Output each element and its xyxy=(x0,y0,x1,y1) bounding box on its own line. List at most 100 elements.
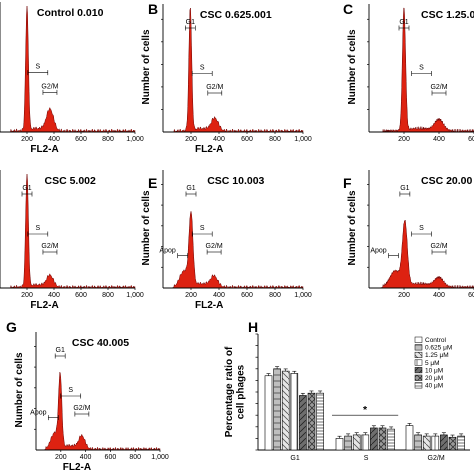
gate-label: G2/M xyxy=(41,243,58,250)
x-tick-label: 600 xyxy=(105,454,117,461)
gate-label: S xyxy=(419,225,424,232)
bar xyxy=(457,435,465,451)
gate-label: G1 xyxy=(186,19,195,26)
legend-label: 10 μM xyxy=(425,367,443,374)
category-label: G1 xyxy=(290,455,299,462)
gate-label: G1 xyxy=(399,19,408,26)
gate-label: G1 xyxy=(56,347,65,354)
x-tick-label: 800 xyxy=(269,292,281,299)
gate-label: S xyxy=(68,387,73,394)
bar xyxy=(431,435,440,451)
legend-swatch xyxy=(414,359,423,366)
gate-label: G2/M xyxy=(206,84,223,91)
histogram-panel: 200 400 600 800 1,000 CSC 10.003 FL2-A Number o… xyxy=(141,170,312,311)
panel-title: CSC 40.005 xyxy=(72,337,129,349)
panel-letter: E xyxy=(148,175,157,191)
gate-label: S xyxy=(200,225,205,232)
panel-title: CSC 0.625.001 xyxy=(200,9,272,21)
x-tick-label: 800 xyxy=(102,136,114,143)
x-tick-label: 200 xyxy=(185,292,197,299)
gate-label: G1 xyxy=(22,185,31,192)
histogram-area xyxy=(0,173,136,289)
y-axis-label-line: cell phages xyxy=(236,364,247,419)
y-axis-label: Percentage ratio ofcell phages xyxy=(224,346,247,437)
gate-label: S xyxy=(200,65,205,72)
panel-letter: B xyxy=(148,1,158,17)
histogram-area xyxy=(36,371,161,451)
x-tick-label: 400 xyxy=(48,292,60,299)
x-tick-label: 800 xyxy=(102,292,114,299)
legend-swatch xyxy=(414,382,423,389)
gate-label: G1 xyxy=(186,185,195,192)
histogram-area xyxy=(0,5,136,133)
x-axis-label: FL2-A xyxy=(30,300,58,311)
x-tick-label: 1,000 xyxy=(294,136,312,143)
bar xyxy=(299,395,307,451)
x-tick-label: 600 xyxy=(75,292,87,299)
y-axis-label-line: Percentage ratio of xyxy=(224,346,235,437)
legend-label: 1.25 μM xyxy=(425,352,449,359)
bar xyxy=(378,427,387,451)
gate-label: G2/M xyxy=(430,84,447,91)
x-tick-label: 400 xyxy=(433,136,445,143)
gate-label: S xyxy=(35,64,40,71)
bar xyxy=(273,368,281,451)
bar xyxy=(440,434,448,451)
x-tick-label: 400 xyxy=(80,454,92,461)
x-tick-label: 800 xyxy=(269,136,281,143)
category-label: S xyxy=(364,455,369,462)
gate-label: G2/M xyxy=(206,243,223,250)
x-tick-label: 200 xyxy=(185,136,197,143)
x-tick-label: 600 xyxy=(241,136,253,143)
x-tick-label: 600 xyxy=(75,136,87,143)
x-tick-label: 400 xyxy=(433,292,445,299)
x-tick-label: 400 xyxy=(213,292,225,299)
x-tick-label: 800 xyxy=(129,454,141,461)
x-tick-label: 600 xyxy=(468,136,474,143)
panel-title: CSC 10.003 xyxy=(207,175,264,187)
histogram-panel: 200 400 600 CSC 1.25.00 Number of cells C G1 S G… xyxy=(343,1,474,143)
bar xyxy=(422,435,431,451)
x-tick-label: 600 xyxy=(468,292,474,299)
panel-letter: G xyxy=(6,319,17,335)
panel-letter: F xyxy=(343,175,352,191)
gate-label: G2/M xyxy=(430,243,447,250)
histogram-area xyxy=(163,211,304,289)
legend-swatch xyxy=(414,344,423,351)
gate-label: Apop xyxy=(30,410,46,417)
x-axis-label: FL2-A xyxy=(195,300,223,311)
significance-star: * xyxy=(363,404,368,416)
bar xyxy=(361,434,370,451)
histogram-panel: 200 400 600 800 1,000 Control 0.010 FL2-A S G2/M xyxy=(0,2,144,155)
legend-swatch xyxy=(414,367,423,374)
x-axis-label: FL2-A xyxy=(63,462,91,473)
legend-swatch xyxy=(414,351,423,358)
x-tick-label: 1,000 xyxy=(294,292,312,299)
x-tick-label: 1,000 xyxy=(126,292,144,299)
gate-label: Apop xyxy=(370,248,386,255)
legend-swatch xyxy=(414,374,423,381)
bar xyxy=(307,392,316,451)
panel-title: CSC 20.00 xyxy=(421,175,473,187)
panel-letter: C xyxy=(343,1,353,17)
y-axis-label: Number of cells xyxy=(347,190,358,265)
histogram-area xyxy=(369,7,474,133)
x-tick-label: 600 xyxy=(241,292,253,299)
histogram-panel: 200 400 600 800 1,000 CSC 0.625.001 FL2-A Numbe… xyxy=(141,1,312,155)
panel-title: CSC 5.002 xyxy=(45,175,97,187)
panel-title: Control 0.010 xyxy=(37,7,104,19)
y-axis-label: Number of cells xyxy=(141,29,152,104)
bar xyxy=(264,375,273,451)
legend-label: 5 μM xyxy=(425,360,440,367)
gate-label: Apop xyxy=(159,248,175,255)
bar-chart-panel: Percentage ratio ofcell phages G1 S G2/M * Co… xyxy=(224,319,471,462)
legend-label: 0.625 μM xyxy=(425,345,452,352)
x-tick-label: 1,000 xyxy=(151,454,169,461)
x-tick-label: 200 xyxy=(21,292,33,299)
x-tick-label: 200 xyxy=(55,454,67,461)
x-tick-label: 1,000 xyxy=(126,136,144,143)
legend-swatch xyxy=(414,336,423,343)
y-axis-label: Number of cells xyxy=(14,352,25,427)
